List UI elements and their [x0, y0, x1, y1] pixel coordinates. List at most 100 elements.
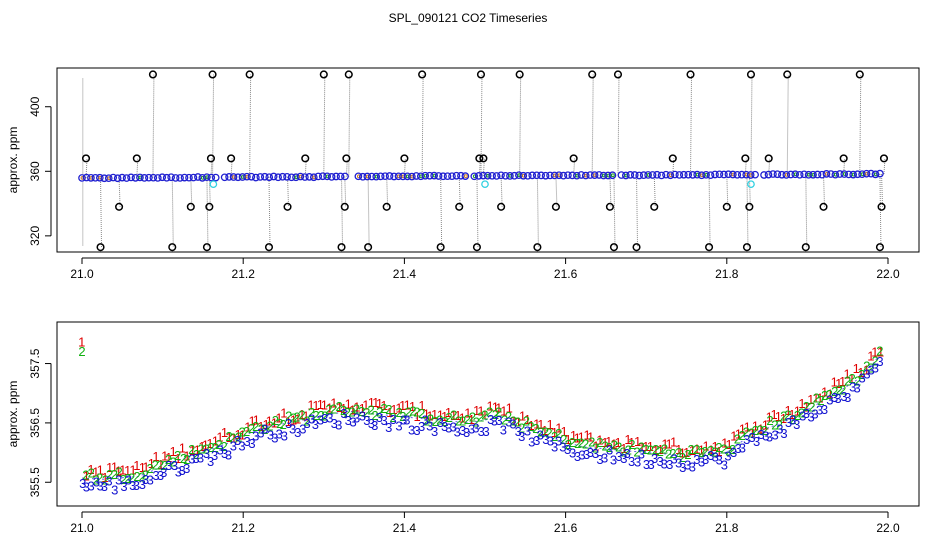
series-1-point: 1 [280, 406, 287, 421]
series-2-point: 2 [258, 421, 265, 436]
outlier-point [533, 243, 542, 252]
outlier-point [609, 243, 619, 252]
outlier-point [650, 202, 659, 211]
outlier-line [476, 175, 479, 248]
series-2-point: 2 [574, 436, 581, 451]
baseline-point [153, 174, 162, 182]
series-2-point: 2 [142, 468, 149, 483]
outlier-point [227, 154, 236, 163]
series-2-point: 2 [335, 399, 342, 414]
baseline-point [162, 173, 171, 182]
series-2-point: 2 [729, 442, 736, 457]
series-3-point: 3 [867, 362, 874, 377]
series-1-point: 1 [253, 413, 260, 428]
series-2-point: 2 [831, 384, 838, 399]
y-axis-bottom: 355.5 356.5 357.5 [28, 348, 52, 497]
series-3-point: 3 [353, 410, 360, 425]
series-1-point: 1 [198, 439, 205, 454]
series-1-point: 1 [628, 435, 635, 450]
series-3-point: 3 [120, 479, 127, 494]
baseline-point [809, 170, 817, 179]
baseline-point [448, 172, 456, 181]
series-1-point: 1 [826, 386, 833, 401]
outlier-point [569, 154, 578, 163]
series-3-point: 3 [766, 430, 773, 445]
series-2-point: 2 [106, 467, 113, 482]
baseline-point [252, 173, 260, 182]
series-1-point: 1 [368, 395, 375, 410]
series-1-point: 1 [749, 425, 756, 440]
series-1-point: 1 [683, 445, 690, 460]
series-1-point: 1 [735, 427, 742, 442]
series-3-point: 3 [495, 413, 502, 428]
outlier-line [100, 177, 103, 248]
series-3-point: 3 [863, 367, 870, 382]
series-1-point: 1 [524, 412, 531, 427]
outlier-point [877, 202, 886, 211]
series-1-point: 1 [414, 409, 421, 424]
series-1-point: 1 [161, 449, 168, 464]
series-1-point: 1 [206, 436, 213, 451]
series-2-point: 2 [157, 458, 164, 473]
plot-frame-top [56, 67, 920, 253]
series-2-point: 2 [344, 405, 351, 420]
series-1-point: 1 [249, 414, 256, 429]
series-3-point: 3 [799, 409, 806, 424]
series-3-point: 3 [257, 426, 264, 441]
baseline-point [363, 172, 372, 181]
outlier-point [764, 154, 773, 163]
baseline-point [483, 171, 492, 180]
series-1-point: 1 [257, 419, 264, 434]
series-2-point: 2 [486, 405, 493, 420]
series-3-point: 3 [684, 457, 691, 472]
series-1-point: 1 [380, 398, 387, 413]
series-2-point: 2 [293, 409, 300, 424]
series-1-point: 1 [652, 443, 659, 458]
baseline-point [764, 170, 773, 179]
series-3-point: 3 [441, 419, 448, 434]
baseline-point-inner [611, 173, 615, 178]
series-1-point: 1 [620, 441, 627, 456]
series-1-point: 1 [349, 402, 356, 417]
outlier-line [609, 175, 612, 207]
series-3-point: 3 [574, 449, 581, 464]
baseline-point [702, 170, 710, 179]
series-2-point: 2 [78, 344, 85, 359]
outlier-line [458, 175, 461, 207]
series-2-point: 2 [235, 429, 242, 444]
outlier-point [382, 202, 391, 211]
series-2-point: 2 [215, 437, 222, 452]
series-3-point: 3 [188, 452, 195, 467]
series-2-point: 2 [776, 417, 783, 432]
baseline-point [265, 173, 274, 182]
outlier-point [741, 154, 750, 163]
series-2-point: 2 [863, 358, 870, 373]
baseline-point [372, 172, 381, 181]
series-2-point: 2 [582, 437, 589, 452]
series-3-point: 3 [844, 390, 851, 405]
series-1-point: 1 [487, 398, 494, 413]
baseline-point [555, 171, 563, 180]
series-3-point: 3 [753, 434, 760, 449]
series-1-point: 1 [216, 429, 223, 444]
outlier-line [636, 175, 639, 248]
outlier-line [440, 176, 443, 248]
series-2-point: 2 [545, 426, 552, 441]
y-tick-label: 356.5 [28, 408, 42, 438]
series-2-point: 2 [477, 409, 484, 424]
series-1-point: 1 [762, 418, 769, 433]
series-3-point: 3 [422, 413, 429, 428]
outlier-line [287, 176, 290, 207]
series-3-point: 3 [450, 420, 457, 435]
series-3-point: 3 [175, 464, 182, 479]
baseline-point [434, 172, 443, 180]
outlier-line [786, 74, 789, 175]
series-3-point: 3 [340, 406, 347, 421]
outlier-line [690, 74, 693, 175]
outlier-point [340, 202, 349, 211]
series-2-point: 2 [661, 441, 668, 456]
outlier-point [436, 243, 445, 252]
series-1-point: 1 [551, 425, 558, 440]
outlier-point [319, 70, 328, 79]
series-2-point: 2 [876, 343, 883, 358]
